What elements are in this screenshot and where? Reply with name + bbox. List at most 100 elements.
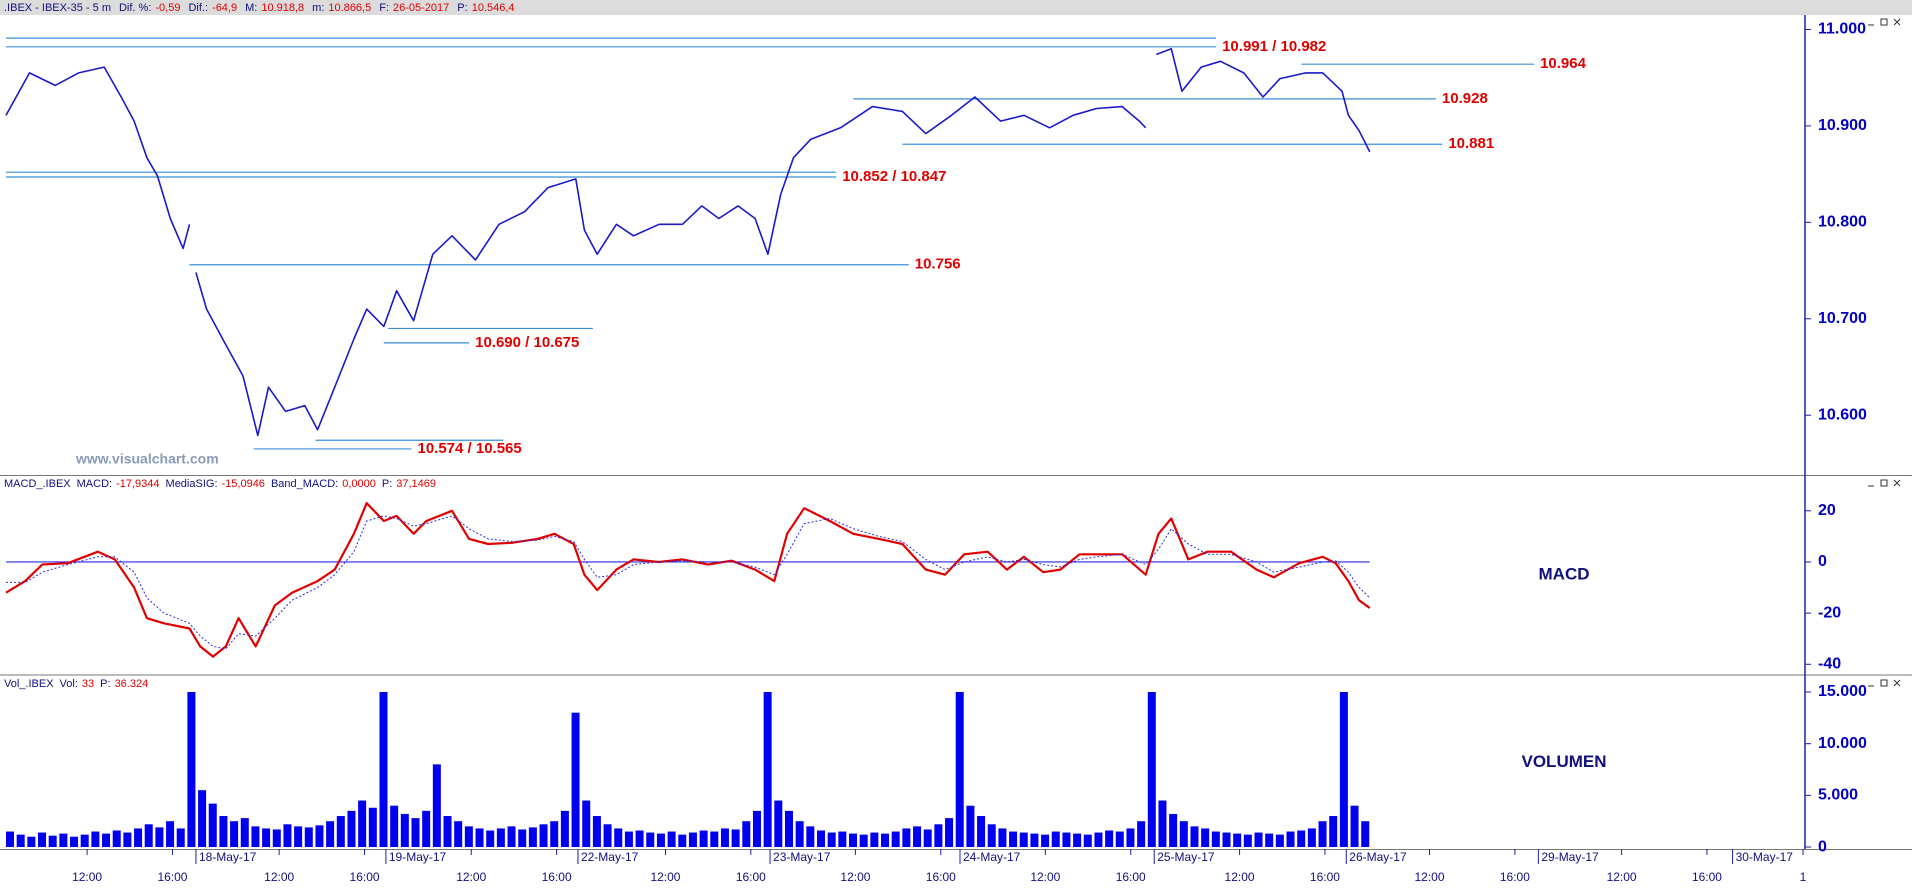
volume-bar bbox=[806, 826, 815, 848]
volume-bar bbox=[1201, 828, 1210, 848]
volume-bar bbox=[251, 826, 260, 848]
volume-bar bbox=[998, 828, 1007, 848]
volume-bar bbox=[977, 816, 986, 848]
window-button bbox=[1880, 18, 1888, 26]
y-tick-label: 0 bbox=[1818, 553, 1827, 570]
panel-field-label: P: bbox=[382, 478, 392, 490]
volume-bar bbox=[326, 821, 335, 848]
volume-bar bbox=[166, 821, 175, 848]
x-tick-label: 12:00 bbox=[1225, 870, 1255, 884]
volume-bar bbox=[1190, 826, 1199, 848]
y-tick-label: 10.600 bbox=[1818, 406, 1867, 423]
volume-bar bbox=[507, 826, 516, 848]
date-tick-label: 30-May-17 bbox=[1736, 850, 1794, 864]
volume-bar bbox=[272, 829, 281, 848]
volume-bar bbox=[454, 821, 463, 848]
panel-field-value: 36.324 bbox=[115, 678, 149, 690]
x-tick-label: 16:00 bbox=[1116, 870, 1146, 884]
volume-bar bbox=[16, 834, 25, 848]
volume-bar bbox=[294, 826, 303, 848]
header-field-label: P: bbox=[457, 2, 467, 14]
volume-bar bbox=[1147, 692, 1156, 848]
volume-bar bbox=[475, 828, 484, 848]
panel-field-value: -17,9344 bbox=[116, 478, 159, 490]
date-tick-label: 25-May-17 bbox=[1157, 850, 1215, 864]
date-tick-label: 22-May-17 bbox=[581, 850, 639, 864]
y-tick-label: 5.000 bbox=[1818, 787, 1858, 804]
volume-bar bbox=[240, 818, 249, 848]
volume-bar bbox=[571, 712, 580, 848]
volume-bar bbox=[1265, 833, 1274, 848]
panel-name: MACD_.IBEX bbox=[4, 478, 71, 490]
y-tick-label: 11.000 bbox=[1818, 21, 1866, 38]
volume-bar bbox=[198, 790, 207, 848]
window-button bbox=[1880, 479, 1888, 487]
panel-field-label: MACD: bbox=[77, 478, 112, 490]
x-tick-label: 12:00 bbox=[264, 870, 294, 884]
macd-line bbox=[5, 502, 1371, 658]
volume-bar bbox=[1115, 831, 1124, 848]
volume-bar bbox=[1307, 828, 1316, 848]
volume-bar bbox=[742, 821, 751, 848]
volume-bar bbox=[678, 834, 687, 848]
volume-bar bbox=[1083, 834, 1092, 848]
volume-bar bbox=[262, 828, 271, 848]
volume-bar bbox=[913, 826, 922, 848]
volume-bar bbox=[379, 692, 388, 848]
volume-bar bbox=[464, 826, 473, 848]
panel-field-value: 33 bbox=[82, 678, 94, 690]
volume-bar bbox=[902, 828, 911, 848]
panel-field-value: -15,0946 bbox=[222, 478, 265, 490]
level-label: 10.574 / 10.565 bbox=[417, 440, 521, 457]
volume-bar bbox=[710, 831, 719, 848]
volume-bar bbox=[368, 807, 377, 848]
volume-bar bbox=[315, 825, 324, 848]
macd-line bbox=[6, 515, 1371, 650]
level-label: 10.881 bbox=[1448, 135, 1494, 152]
volume-bar bbox=[432, 764, 441, 848]
panel-field-label: Band_MACD: bbox=[271, 478, 338, 490]
volume-bar bbox=[955, 692, 964, 848]
volume-bar bbox=[1009, 831, 1018, 848]
volume-bar bbox=[774, 800, 783, 848]
volume-bar bbox=[102, 833, 111, 848]
header-field-label: Dif.: bbox=[188, 2, 208, 14]
header-field-value: 26-05-2017 bbox=[393, 2, 449, 14]
price-line bbox=[1156, 48, 1371, 153]
volume-bar bbox=[560, 810, 569, 848]
watermark: www.visualchart.com bbox=[75, 451, 219, 467]
volume-bar bbox=[1105, 830, 1114, 848]
y-tick-label: 20 bbox=[1818, 502, 1836, 519]
x-tick-label: 16:00 bbox=[542, 870, 572, 884]
panel-header: MACD_.IBEX MACD: -17,9344 MediaSIG: -15,0946… bbox=[4, 478, 436, 490]
volume-bar bbox=[1073, 833, 1082, 848]
header-title: .IBEX - IBEX-35 - 5 m bbox=[4, 2, 111, 14]
header-field-label: M: bbox=[245, 2, 257, 14]
panel-field-label: P: bbox=[100, 678, 110, 690]
date-tick-label: 26-May-17 bbox=[1349, 850, 1407, 864]
volume-bar bbox=[390, 805, 399, 848]
window-button bbox=[1893, 479, 1901, 487]
x-tick-label: 12:00 bbox=[1414, 870, 1444, 884]
volume-bar bbox=[70, 836, 79, 848]
level-label: 10.991 / 10.982 bbox=[1222, 38, 1326, 55]
x-tick-label: 16:00 bbox=[350, 870, 380, 884]
panel-field-value: 37,1469 bbox=[396, 478, 436, 490]
volume-bar bbox=[358, 800, 367, 848]
window-button bbox=[1880, 679, 1888, 687]
volume-bar bbox=[1094, 832, 1103, 848]
volume-bar bbox=[667, 831, 676, 848]
volume-bar bbox=[283, 824, 292, 848]
x-tick-label: 1 bbox=[1800, 870, 1807, 884]
volume-bar bbox=[881, 833, 890, 848]
window-button bbox=[1893, 679, 1901, 687]
volume-bar bbox=[1137, 821, 1146, 848]
volume-bar bbox=[1062, 832, 1071, 848]
volume-bar bbox=[816, 830, 826, 848]
x-tick-label: 16:00 bbox=[1500, 870, 1530, 884]
volume-bar bbox=[1233, 833, 1242, 848]
volume-bar bbox=[592, 816, 601, 848]
volume-bar bbox=[891, 831, 900, 848]
volume-bar bbox=[1051, 831, 1060, 848]
volume-bar bbox=[870, 832, 879, 848]
